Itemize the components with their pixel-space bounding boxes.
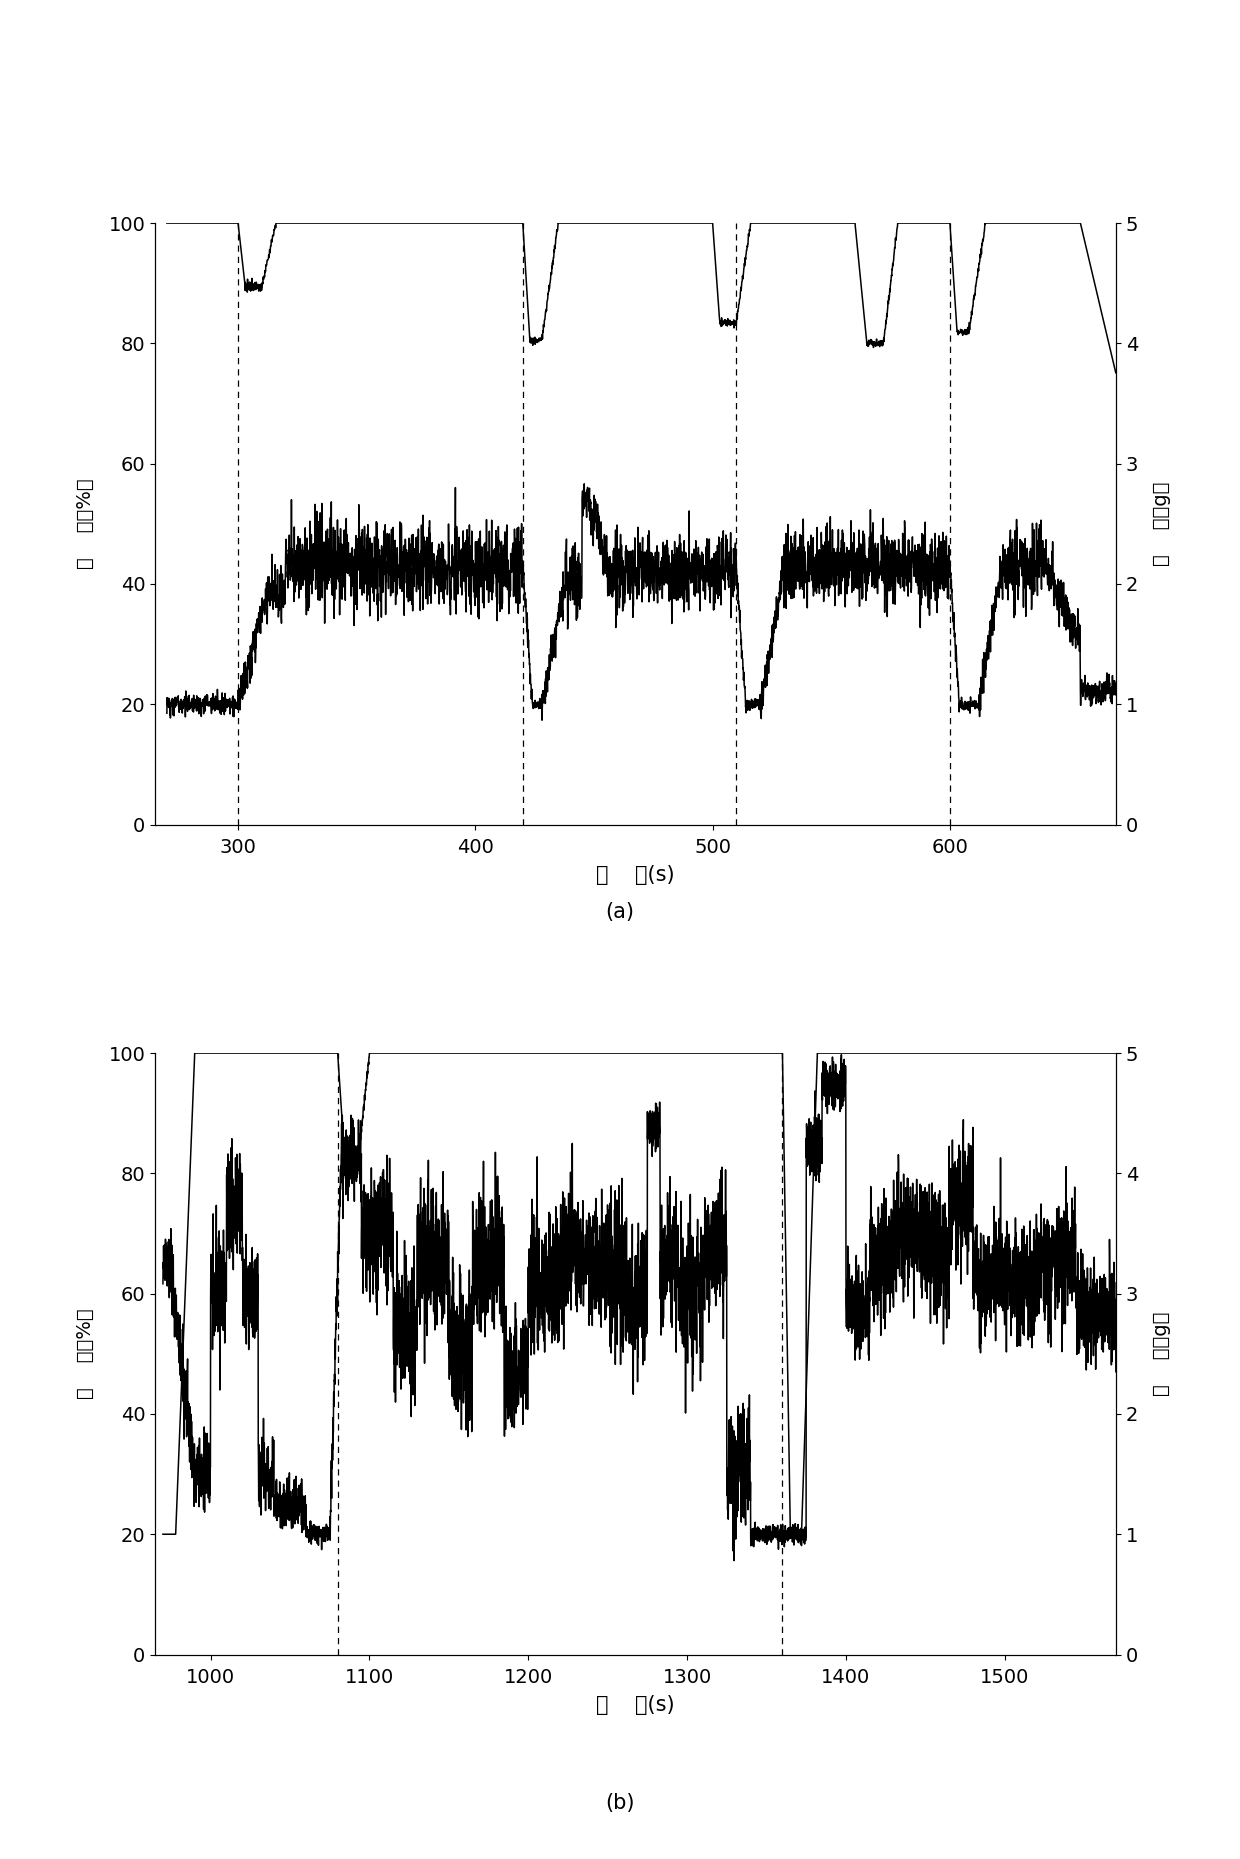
Y-axis label: 转    速（%）: 转 速（%） <box>76 1309 94 1400</box>
X-axis label: 时    间(s): 时 间(s) <box>596 864 675 885</box>
X-axis label: 时    间(s): 时 间(s) <box>596 1695 675 1716</box>
Text: (b): (b) <box>605 1792 635 1813</box>
Y-axis label: 过    载（g）: 过 载（g） <box>1152 1312 1171 1396</box>
Y-axis label: 转    速（%）: 转 速（%） <box>76 478 94 569</box>
Y-axis label: 过    载（g）: 过 载（g） <box>1152 481 1171 565</box>
Text: (a): (a) <box>605 902 635 922</box>
